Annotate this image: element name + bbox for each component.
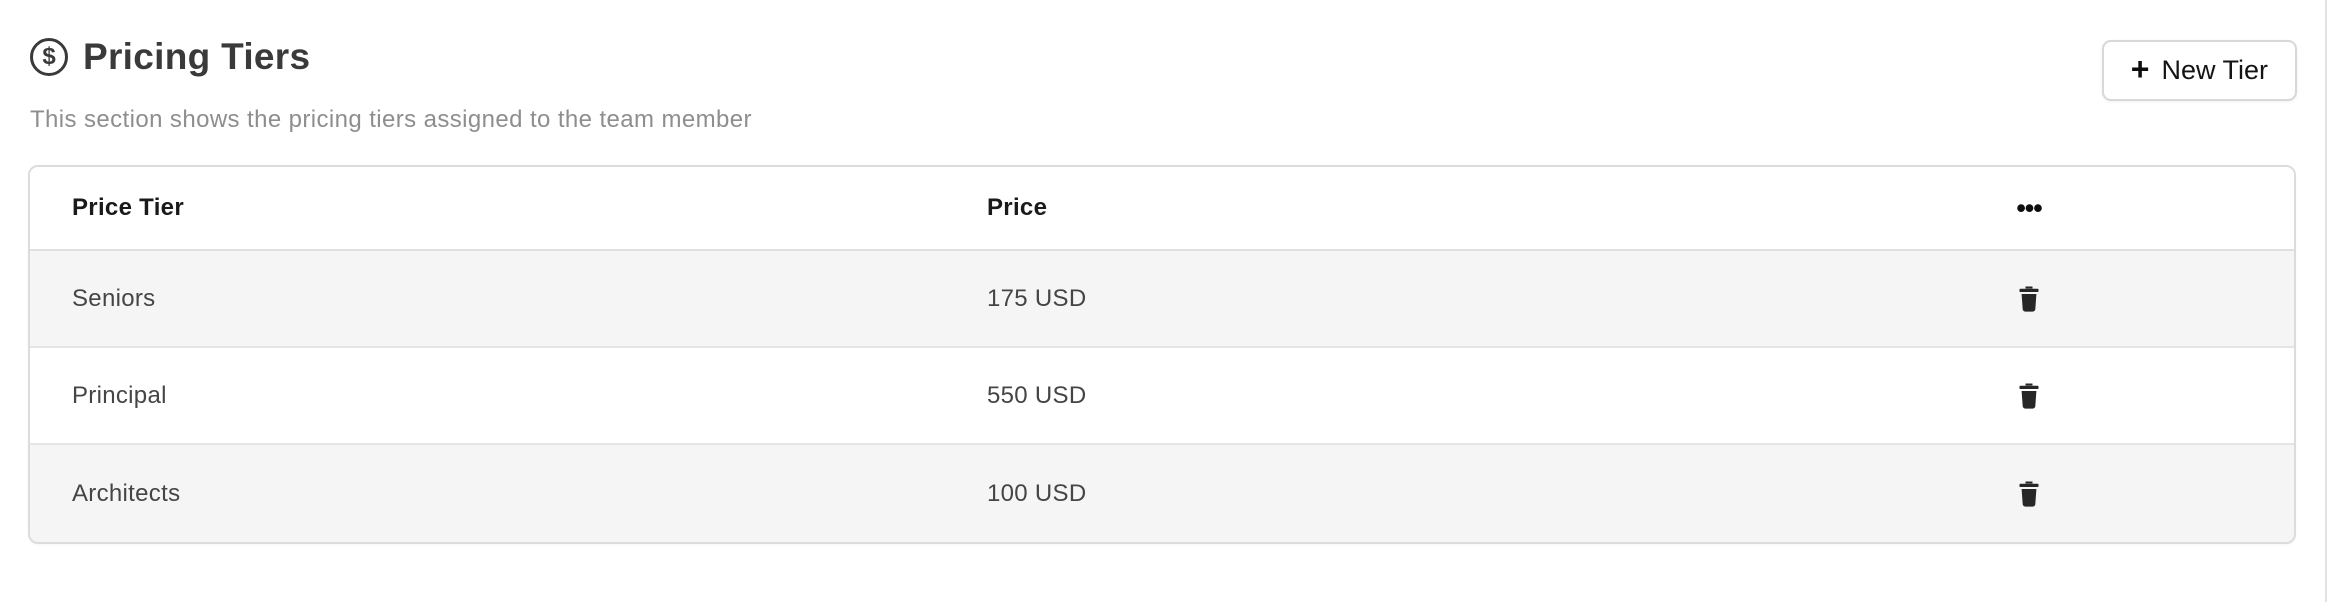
table-row: Principal 550 USD <box>30 348 2294 445</box>
content-right-divider <box>2325 0 2327 602</box>
trash-icon <box>2017 480 2041 508</box>
table-row: Seniors 175 USD <box>30 251 2294 348</box>
tier-cell: Seniors <box>72 284 156 312</box>
section-subtitle: This section shows the pricing tiers ass… <box>30 106 752 133</box>
new-tier-button-label: New Tier <box>2161 55 2268 85</box>
table-row: Architects 100 USD <box>30 445 2294 542</box>
price-cell: 100 USD <box>987 479 1087 507</box>
section-header: $ Pricing Tiers <box>30 36 310 78</box>
column-header-price-tier: Price Tier <box>72 194 184 221</box>
column-header-price: Price <box>987 194 1048 221</box>
page-title: Pricing Tiers <box>83 36 311 77</box>
plus-icon: + <box>2130 51 2150 87</box>
new-tier-button[interactable]: + New Tier <box>2101 40 2297 101</box>
delete-tier-button[interactable] <box>2013 378 2045 414</box>
delete-tier-button[interactable] <box>2013 476 2045 512</box>
dollar-circle-icon: $ <box>30 38 68 76</box>
trash-icon <box>2017 285 2041 313</box>
delete-tier-button[interactable] <box>2013 281 2045 317</box>
table-header-row: Price Tier Price ••• <box>30 167 2294 251</box>
pricing-tiers-table: Price Tier Price ••• Seniors 175 USD <box>28 165 2296 544</box>
tier-cell: Architects <box>72 479 181 507</box>
price-cell: 550 USD <box>987 381 1087 409</box>
tier-cell: Principal <box>72 381 167 409</box>
trash-icon <box>2017 382 2041 410</box>
price-cell: 175 USD <box>987 284 1087 312</box>
actions-menu-icon[interactable]: ••• <box>2016 192 2042 223</box>
